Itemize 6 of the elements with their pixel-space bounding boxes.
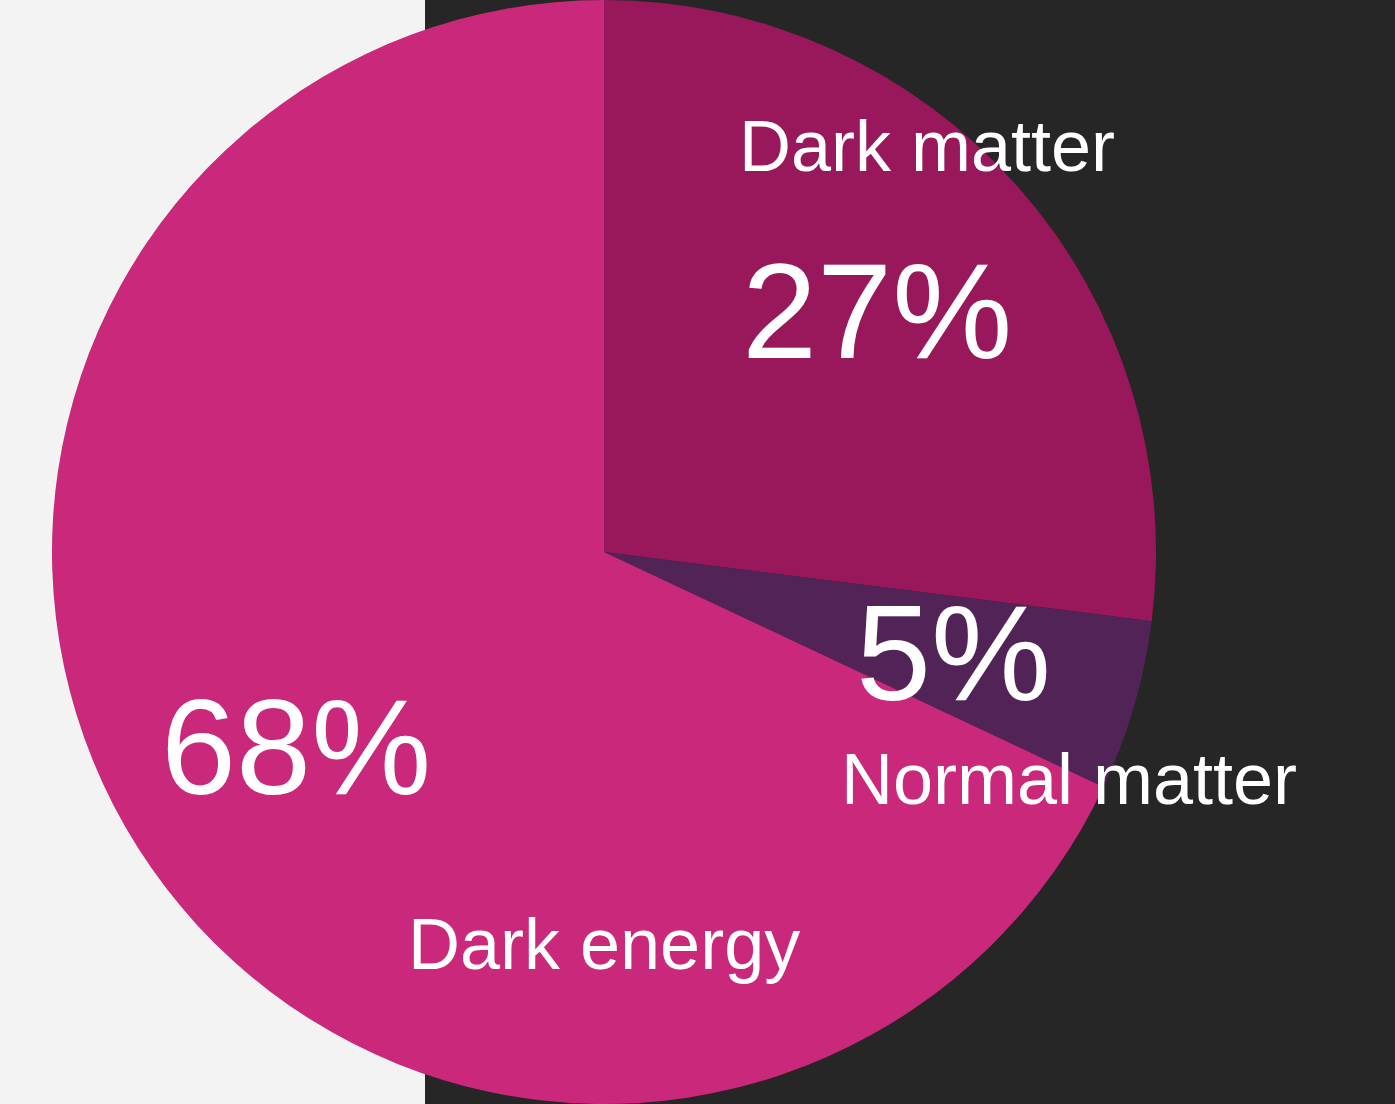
data-label: 68% — [161, 672, 432, 823]
slice-label: Normal matter — [841, 739, 1298, 819]
slice-label: Dark energy — [408, 904, 801, 984]
data-label: 27% — [742, 236, 1013, 387]
data-label: 5% — [856, 578, 1052, 729]
slice-label: Dark matter — [739, 106, 1116, 186]
